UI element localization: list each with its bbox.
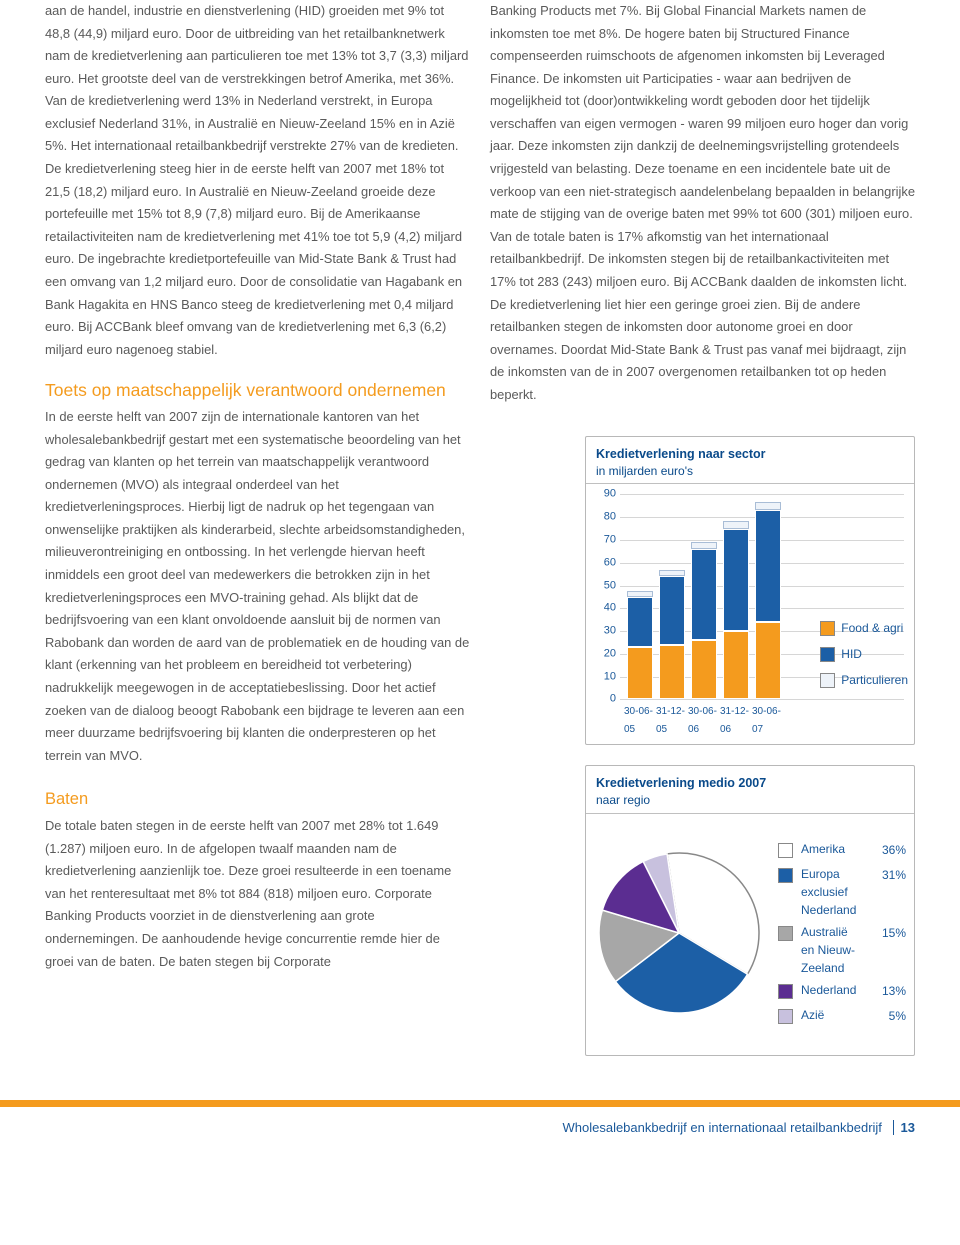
legend-swatch	[778, 984, 793, 999]
bar-stack	[627, 591, 653, 699]
bar-chart-sector: Kredietverlening naar sector in miljarde…	[585, 436, 915, 745]
legend-row: Food & agri	[820, 618, 908, 639]
legend-label: Azië	[801, 1006, 860, 1024]
left-para-2: In de eerste helft van 2007 zijn de inte…	[45, 406, 470, 767]
legend-percent: 5%	[868, 1006, 906, 1027]
left-para-3: De totale baten stegen in de eerste helf…	[45, 815, 470, 973]
y-tick-label: 40	[596, 599, 616, 618]
legend-swatch	[778, 868, 793, 883]
bar-stack	[659, 570, 685, 699]
legend-row: HID	[820, 644, 908, 665]
legend-percent: 13%	[868, 981, 906, 1002]
pie-plot-area	[594, 848, 764, 1018]
y-tick-label: 0	[596, 690, 616, 709]
pie-chart-region: Kredietverlening medio 2007 naar regio A…	[585, 765, 915, 1055]
bar-stack	[723, 521, 749, 699]
legend-label: Nederland	[801, 981, 860, 999]
pie-legend: Amerika 36% Europa exclusief Nederland 31% A…	[778, 836, 906, 1031]
legend-swatch	[820, 673, 835, 688]
y-tick-label: 70	[596, 530, 616, 549]
pie-chart-title: Kredietverlening medio 2007	[596, 775, 904, 791]
y-tick-label: 90	[596, 485, 616, 504]
legend-row: Nederland 13%	[778, 981, 906, 1002]
legend-percent: 15%	[868, 923, 906, 944]
bar-stack	[755, 502, 781, 699]
right-para-1: Banking Products met 7%. Bij Global Fina…	[490, 0, 915, 406]
x-tick-label: 30-06-07	[752, 703, 784, 738]
legend-label: Particulieren	[841, 670, 908, 691]
legend-swatch	[820, 621, 835, 636]
footer-strip	[0, 1100, 960, 1107]
left-para-1: aan de handel, industrie en dienstverlen…	[45, 0, 470, 361]
x-tick-label: 30-06-06	[688, 703, 720, 738]
legend-swatch	[778, 926, 793, 941]
legend-row: Amerika 36%	[778, 840, 906, 861]
legend-label: Europa exclusief Nederland	[801, 865, 860, 919]
legend-percent: 36%	[868, 840, 906, 861]
legend-swatch	[820, 647, 835, 662]
legend-row: Australië en Nieuw-Zeeland 15%	[778, 923, 906, 977]
x-tick-label: 31-12-06	[720, 703, 752, 738]
legend-row: Europa exclusief Nederland 31%	[778, 865, 906, 919]
y-tick-label: 80	[596, 508, 616, 527]
footer-text: Wholesalebankbedrijf en internationaal r…	[562, 1120, 881, 1135]
bar-x-axis: 30-06-0531-12-0530-06-0631-12-0630-06-07	[596, 703, 904, 738]
legend-row: Azië 5%	[778, 1006, 906, 1027]
legend-swatch	[778, 1009, 793, 1024]
bar-chart-subtitle: in miljarden euro's	[596, 463, 904, 480]
y-tick-label: 60	[596, 553, 616, 572]
bar-legend: Food & agri HID Particulieren	[820, 613, 908, 696]
heading-baten: Baten	[45, 785, 470, 814]
bar-stack	[691, 542, 717, 699]
x-tick-label: 31-12-05	[656, 703, 688, 738]
y-tick-label: 50	[596, 576, 616, 595]
legend-label: HID	[841, 644, 862, 665]
legend-label: Food & agri	[841, 618, 903, 639]
legend-row: Particulieren	[820, 670, 908, 691]
pie-chart-subtitle: naar regio	[596, 792, 904, 809]
bar-chart-title: Kredietverlening naar sector	[596, 446, 904, 462]
heading-mvo: Toets op maatschappelijk verantwoord ond…	[45, 379, 470, 402]
y-tick-label: 30	[596, 621, 616, 640]
y-tick-label: 10	[596, 667, 616, 686]
legend-swatch	[778, 843, 793, 858]
legend-label: Australië en Nieuw-Zeeland	[801, 923, 860, 977]
page-footer: Wholesalebankbedrijf en internationaal r…	[0, 1107, 960, 1150]
x-tick-label: 30-06-05	[624, 703, 656, 738]
page-number: 13	[893, 1120, 915, 1135]
legend-percent: 31%	[868, 865, 906, 886]
legend-label: Amerika	[801, 840, 860, 858]
y-tick-label: 20	[596, 644, 616, 663]
